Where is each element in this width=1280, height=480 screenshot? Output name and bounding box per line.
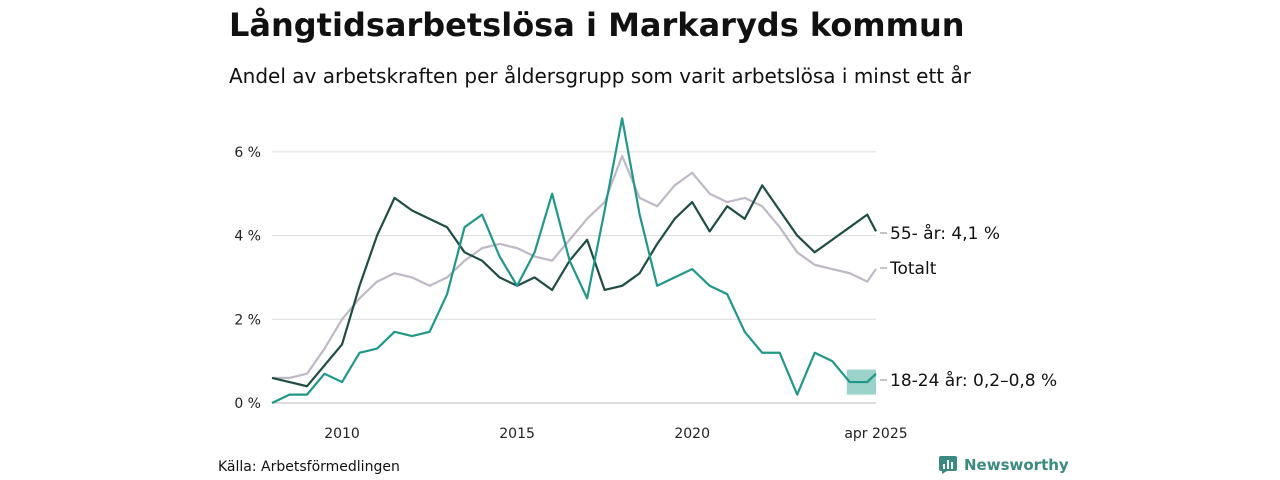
bar-chart-badge-icon (939, 456, 957, 474)
y-tick-label: 6 % (234, 145, 261, 161)
chart-subtitle: Andel av arbetskraften per åldersgrupp s… (229, 64, 971, 88)
series-end-label: Totalt (889, 259, 937, 279)
chart-title: Långtidsarbetslösa i Markaryds kommun (229, 6, 965, 44)
y-axis-ticks: 0 % 2 % 4 % 6 % (234, 145, 261, 412)
series-end-labels: Totalt 55- år: 4,1 % 18-24 år: 0,2–0,8 % (880, 223, 1057, 391)
x-tick-label: apr 2025 (844, 426, 907, 442)
y-tick-label: 4 % (234, 229, 261, 245)
series-line (271, 117, 877, 404)
x-tick-label: 2020 (674, 426, 710, 442)
y-tick-label: 2 % (234, 312, 261, 328)
series-lines (271, 117, 877, 404)
brand-logo: Newsworthy (939, 456, 1069, 474)
y-tick-label: 0 % (234, 396, 261, 412)
series-line (272, 154, 877, 379)
series-end-label: 18-24 år: 0,2–0,8 % (890, 370, 1057, 391)
series-line (271, 184, 877, 388)
brand-name: Newsworthy (964, 456, 1069, 474)
source-note: Källa: Arbetsförmedlingen (218, 459, 400, 475)
x-tick-label: 2010 (324, 426, 360, 442)
x-axis-ticks: 2010 2015 2020 apr 2025 (324, 426, 907, 442)
x-tick-label: 2015 (499, 426, 535, 442)
series-end-label: 55- år: 4,1 % (890, 223, 1000, 244)
